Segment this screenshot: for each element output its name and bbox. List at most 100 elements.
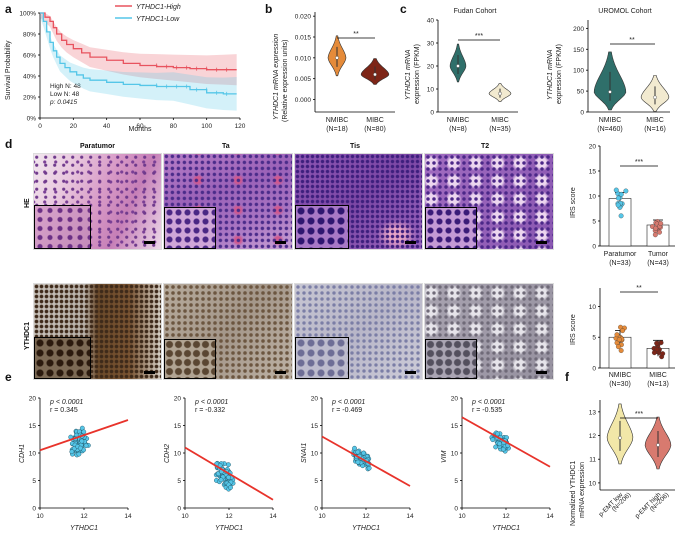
e-point	[81, 429, 87, 435]
d2-dot	[616, 337, 622, 343]
e0-xtick-label: 12	[80, 513, 88, 520]
e3-ytick-label: 20	[451, 396, 459, 403]
ihc-ta-inset	[164, 339, 216, 379]
c-left-sig: ***	[475, 33, 483, 40]
ihc-t2-image	[424, 283, 554, 380]
e-rvalue: r = -0.332	[195, 407, 225, 414]
d2-n2: (N=13)	[647, 381, 669, 388]
c-right-ytick-label: 150	[573, 47, 584, 54]
e-ylabel: SNAI1	[301, 443, 308, 463]
b-ytick-label: 0.010	[295, 55, 312, 62]
e-point	[493, 444, 499, 450]
he-paratumor-inset	[34, 205, 91, 249]
d1-cat1: Paratumor	[604, 251, 637, 258]
km-ylabel: Survival Probability	[5, 40, 12, 100]
e2-ytick-label: 0	[314, 506, 318, 513]
panel-letter-e: e	[5, 370, 12, 384]
km-survival-chart: Survival Probability Months YTHDC1-High …	[5, 4, 246, 133]
d2-ytick-label: 10	[589, 304, 597, 311]
d1-ytick-label: 20	[589, 144, 597, 151]
e0-ytick-label: 5	[32, 478, 36, 485]
km-curve	[40, 12, 237, 95]
b-ylabel-1: YTHDC1 mRNA expression	[273, 34, 280, 120]
e-point	[228, 485, 233, 490]
d2-dot	[618, 348, 624, 353]
c-title-right: UROMOL Cohort	[598, 8, 651, 15]
scale-bar	[405, 241, 416, 244]
f-ylabel-1: Normalized YTHDC1	[570, 461, 577, 526]
d1-ytick-label: 5	[592, 219, 596, 226]
km-ytick-label: 60%	[23, 53, 36, 60]
e-point	[355, 459, 361, 465]
d1-n1: (N=33)	[609, 260, 631, 267]
row-he: HE	[24, 198, 31, 208]
f-ytick-label: 10	[589, 480, 597, 487]
e-point	[218, 477, 224, 483]
b-violin-nmibc-median	[335, 56, 339, 60]
e-point	[226, 474, 231, 480]
d1-ytick-label: 0	[592, 244, 596, 251]
km-xtick-label: 40	[103, 123, 111, 130]
c-left-ylabel-1: YTHDC1 mRNA	[405, 49, 412, 100]
e1-xtick-label: 12	[225, 513, 233, 520]
legend-low-label: YTHDC1-Low	[136, 16, 180, 23]
e2-xtick-label: 12	[362, 513, 370, 520]
km-curve	[40, 12, 237, 71]
e-fit-line	[184, 446, 274, 501]
d1-dot	[615, 202, 621, 208]
e0-ytick-label: 10	[29, 451, 37, 458]
b-cat2: MIBC	[366, 117, 384, 124]
e3-xtick-label: 12	[502, 513, 510, 520]
km-ytick-label: 100%	[19, 11, 36, 18]
d2-dot	[660, 351, 666, 357]
e2-xtick-label: 14	[406, 513, 414, 520]
b-ytick-label: 0.015	[295, 35, 312, 42]
violin-chart-c: Fudan Cohort UROMOL Cohort YTHDC1 mRNA e…	[405, 8, 670, 133]
panel-letter-b: b	[265, 2, 273, 16]
c-left-ytick-label: 20	[427, 64, 435, 71]
c-left-cat1: NMIBC	[447, 117, 470, 124]
c-title-left: Fudan Cohort	[454, 8, 497, 15]
b-n2: (N=80)	[364, 126, 386, 133]
e-point	[83, 443, 89, 449]
d2-ytick-label: 5	[592, 335, 596, 342]
f-ylabel-1: Normalized YTHDC1	[570, 461, 577, 526]
c-left-ytick-label: 40	[427, 18, 435, 25]
d2-dot	[654, 346, 660, 352]
scale-bar	[536, 371, 547, 374]
e-point	[355, 449, 361, 455]
d2-cat2: MIBC	[649, 372, 667, 379]
f-sig: ***	[635, 411, 643, 418]
e1-ytick-label: 20	[174, 396, 182, 403]
e1-ytick-label: 0	[177, 506, 181, 513]
violin-chart-b: YTHDC1 mRNA expression (Relative express…	[273, 12, 395, 133]
he-t2-inset	[425, 207, 477, 249]
d2-cat1: NMIBC	[609, 372, 632, 379]
ihc-paratumor-image	[33, 283, 162, 380]
km-ytick-label: 20%	[23, 95, 36, 102]
legend-high-label: YTHDC1-High	[136, 4, 181, 11]
e-pvalue: p < 0.0001	[194, 399, 228, 406]
c-left-cat2: MIBC	[491, 117, 509, 124]
scale-bar	[144, 371, 155, 374]
panel-letter-d: d	[5, 137, 13, 151]
c-right-violin-mibc-median	[653, 95, 657, 100]
c-right-cat1: NMIBC	[599, 117, 622, 124]
panel-letter-c: c	[400, 2, 407, 16]
km-ytick-label: 0%	[27, 116, 37, 123]
d1-ytick-label: 10	[589, 194, 597, 201]
km-xtick-label: 100	[201, 123, 212, 130]
panel-letter-f: f	[565, 370, 569, 384]
c-right-violin-nmibc-median	[608, 90, 612, 94]
d1-dot	[658, 221, 664, 226]
d2-dot	[651, 350, 657, 356]
e1-ytick-label: 10	[174, 451, 182, 458]
d2-sig: **	[636, 285, 642, 292]
d1-dot	[613, 187, 619, 193]
km-pvalue: p: 0.0415	[49, 99, 77, 106]
km-n-high: High N: 48	[50, 83, 81, 90]
f-ytick-label: 12	[589, 433, 597, 440]
e-point	[497, 441, 503, 447]
